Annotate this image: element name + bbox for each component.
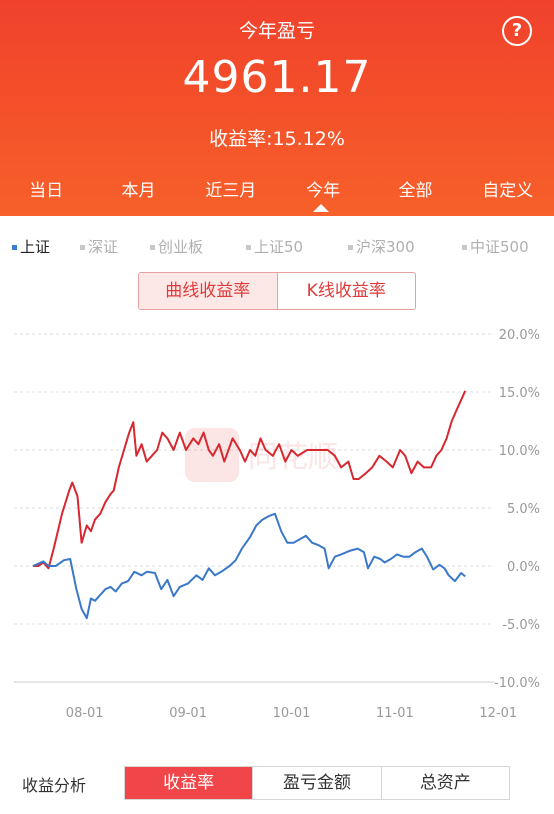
index-label: 中证500 <box>470 238 529 256</box>
legend-square-icon <box>150 245 155 250</box>
analysis-label: 收益分析 <box>22 776 87 795</box>
analysis-segment: 收益率 盈亏金额 总资产 <box>124 766 510 800</box>
y-tick-label: 0.0% <box>507 560 540 575</box>
chart-mode-toggle: 曲线收益率 K线收益率 <box>138 272 416 310</box>
help-icon[interactable]: ? <box>502 16 532 46</box>
index-label: 深证 <box>88 238 119 256</box>
index-shenzhen[interactable]: 深证 <box>80 236 118 257</box>
legend-square-icon <box>80 245 85 250</box>
index-sse50[interactable]: 上证50 <box>246 236 303 257</box>
selected-tab-indicator <box>313 204 329 212</box>
index-selector: 上证 深证 创业板 上证50 沪深300 中证500 <box>0 236 554 258</box>
legend-square-icon <box>246 245 251 250</box>
tab-month[interactable]: 本月 <box>121 181 156 201</box>
watermark: 同花顺 <box>185 428 338 482</box>
index-shanghai[interactable]: 上证 <box>12 236 50 257</box>
portfolio-return-line <box>33 390 467 570</box>
tab-three-months[interactable]: 近三月 <box>205 181 257 201</box>
header-panel: 今年盈亏 ? 4961.17 收益率:15.12% 当日 本月 近三月 今年 全… <box>0 0 554 216</box>
x-tick-label: 09-01 <box>169 706 207 721</box>
tab-all[interactable]: 全部 <box>398 181 433 201</box>
legend-square-icon <box>462 245 467 250</box>
page-title: 今年盈亏 <box>238 20 315 42</box>
return-chart: 同花顺 20.0% 15.0% 10.0% 5.0% 0.0% -5.0% -10.0% 0… <box>14 328 540 721</box>
curve-return-button[interactable]: 曲线收益率 <box>139 273 278 309</box>
x-tick-label: 12-01 <box>479 706 517 721</box>
legend-square-icon <box>12 245 17 250</box>
index-csi500[interactable]: 中证500 <box>462 236 529 257</box>
analysis-bar: 收益分析 收益率 盈亏金额 总资产 <box>0 766 554 800</box>
y-tick-label: 10.0% <box>499 444 540 459</box>
index-return-line <box>32 512 466 620</box>
index-label: 创业板 <box>158 238 204 256</box>
index-label: 上证50 <box>254 238 304 256</box>
index-chinext[interactable]: 创业板 <box>150 236 203 257</box>
y-tick-label: -10.0% <box>494 676 540 691</box>
return-rate: 收益率:15.12% <box>209 128 345 150</box>
tab-today[interactable]: 当日 <box>29 181 64 201</box>
index-label: 沪深300 <box>356 238 415 256</box>
kline-return-button[interactable]: K线收益率 <box>306 281 386 301</box>
segment-return-rate[interactable]: 收益率 <box>125 767 254 799</box>
x-tick-label: 08-01 <box>66 706 104 721</box>
period-tabs: 当日 本月 近三月 今年 全部 自定义 <box>0 176 554 201</box>
segment-profit-amount[interactable]: 盈亏金额 <box>253 767 382 799</box>
index-label: 上证 <box>20 238 51 256</box>
y-tick-label: 15.0% <box>499 386 540 401</box>
watermark-text: 同花顺 <box>248 440 338 475</box>
y-tick-label: 20.0% <box>499 328 540 343</box>
tab-this-year[interactable]: 今年 <box>306 181 341 201</box>
tab-custom[interactable]: 自定义 <box>482 181 534 201</box>
y-tick-label: -5.0% <box>502 618 540 633</box>
profit-amount: 4961.17 <box>182 52 372 103</box>
x-tick-label: 11-01 <box>376 706 414 721</box>
y-tick-label: 5.0% <box>507 502 540 517</box>
segment-total-assets[interactable]: 总资产 <box>419 773 471 793</box>
legend-square-icon <box>348 245 353 250</box>
index-csi300[interactable]: 沪深300 <box>348 236 415 257</box>
x-tick-label: 10-01 <box>273 706 311 721</box>
